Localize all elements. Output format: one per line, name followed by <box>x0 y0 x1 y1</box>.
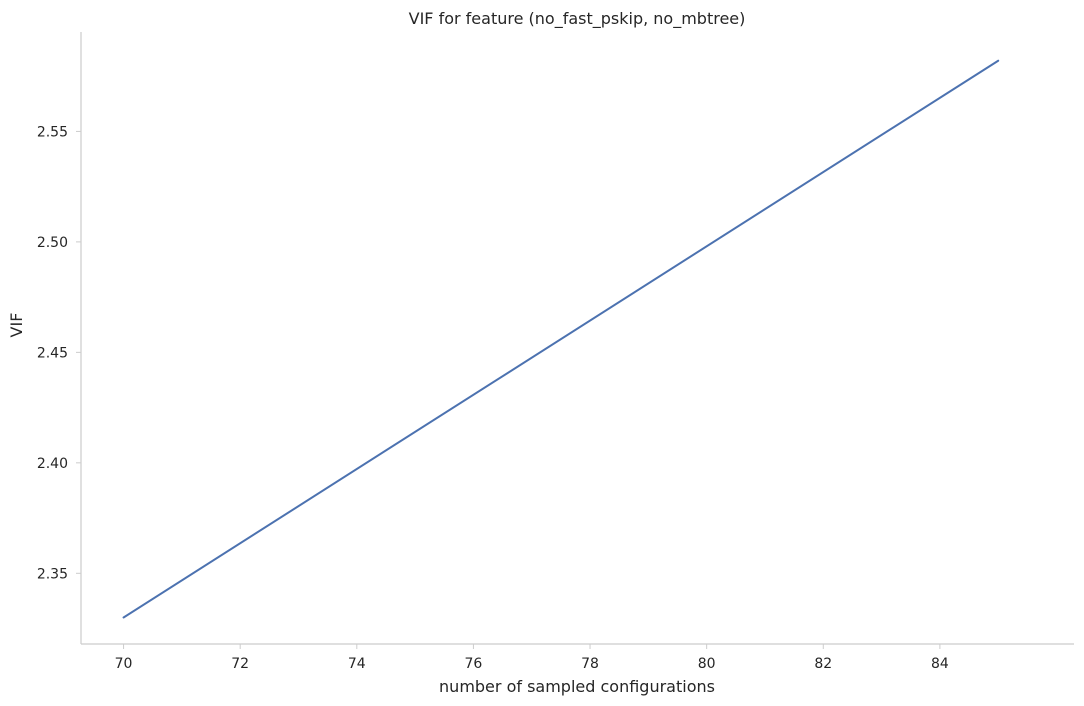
y-tick-label: 2.50 <box>37 235 68 251</box>
x-tick-label: 82 <box>814 656 832 672</box>
x-tick-label: 78 <box>581 656 599 672</box>
x-tick-label: 84 <box>931 656 949 672</box>
x-ticks: 70 72 74 76 78 80 82 84 <box>115 644 949 672</box>
y-tick-label: 2.55 <box>37 124 68 140</box>
x-axis-label: number of sampled configurations <box>439 677 715 696</box>
series-layer <box>122 59 1000 619</box>
x-tick-label: 72 <box>231 656 249 672</box>
x-tick-label: 74 <box>348 656 366 672</box>
x-tick-label: 70 <box>115 656 133 672</box>
x-tick-label: 76 <box>465 656 483 672</box>
x-tick-label: 80 <box>698 656 716 672</box>
y-tick-label: 2.45 <box>37 345 68 361</box>
series-line <box>122 59 1000 619</box>
y-tick-label: 2.40 <box>37 456 68 472</box>
chart-title: VIF for feature (no_fast_pskip, no_mbtre… <box>409 9 746 29</box>
y-ticks: 2.35 2.40 2.45 2.50 2.55 <box>37 124 81 582</box>
y-axis-label: VIF <box>7 313 26 338</box>
y-tick-label: 2.35 <box>37 566 68 582</box>
